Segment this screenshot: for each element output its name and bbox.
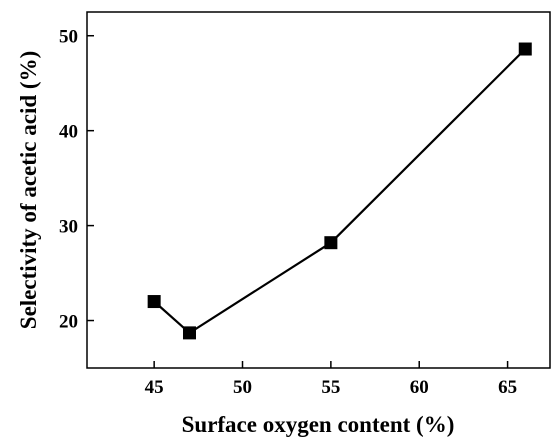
x-axis-ticks: 45 50 55 60 65 <box>145 361 517 398</box>
data-point <box>147 295 161 309</box>
data-point <box>324 236 338 250</box>
plot-frame <box>86 11 551 369</box>
y-tick-label: 30 <box>59 217 78 238</box>
data-series <box>147 42 532 340</box>
x-tick-label: 65 <box>498 377 517 398</box>
data-point <box>518 42 532 56</box>
x-tick-label: 45 <box>145 377 164 398</box>
y-tick-label: 50 <box>59 27 78 48</box>
x-tick-label: 50 <box>233 377 252 398</box>
x-tick-label: 60 <box>410 377 429 398</box>
series-line <box>153 48 527 335</box>
y-tick-label: 40 <box>59 122 78 143</box>
x-axis-title: Surface oxygen content (%) <box>182 412 455 437</box>
data-point <box>182 326 196 340</box>
y-axis-title: Selectivity of acetic acid (%) <box>16 51 41 329</box>
y-axis-ticks: 20 30 40 50 <box>59 27 94 333</box>
x-tick-label: 55 <box>321 377 340 398</box>
y-tick-label: 20 <box>59 312 78 333</box>
